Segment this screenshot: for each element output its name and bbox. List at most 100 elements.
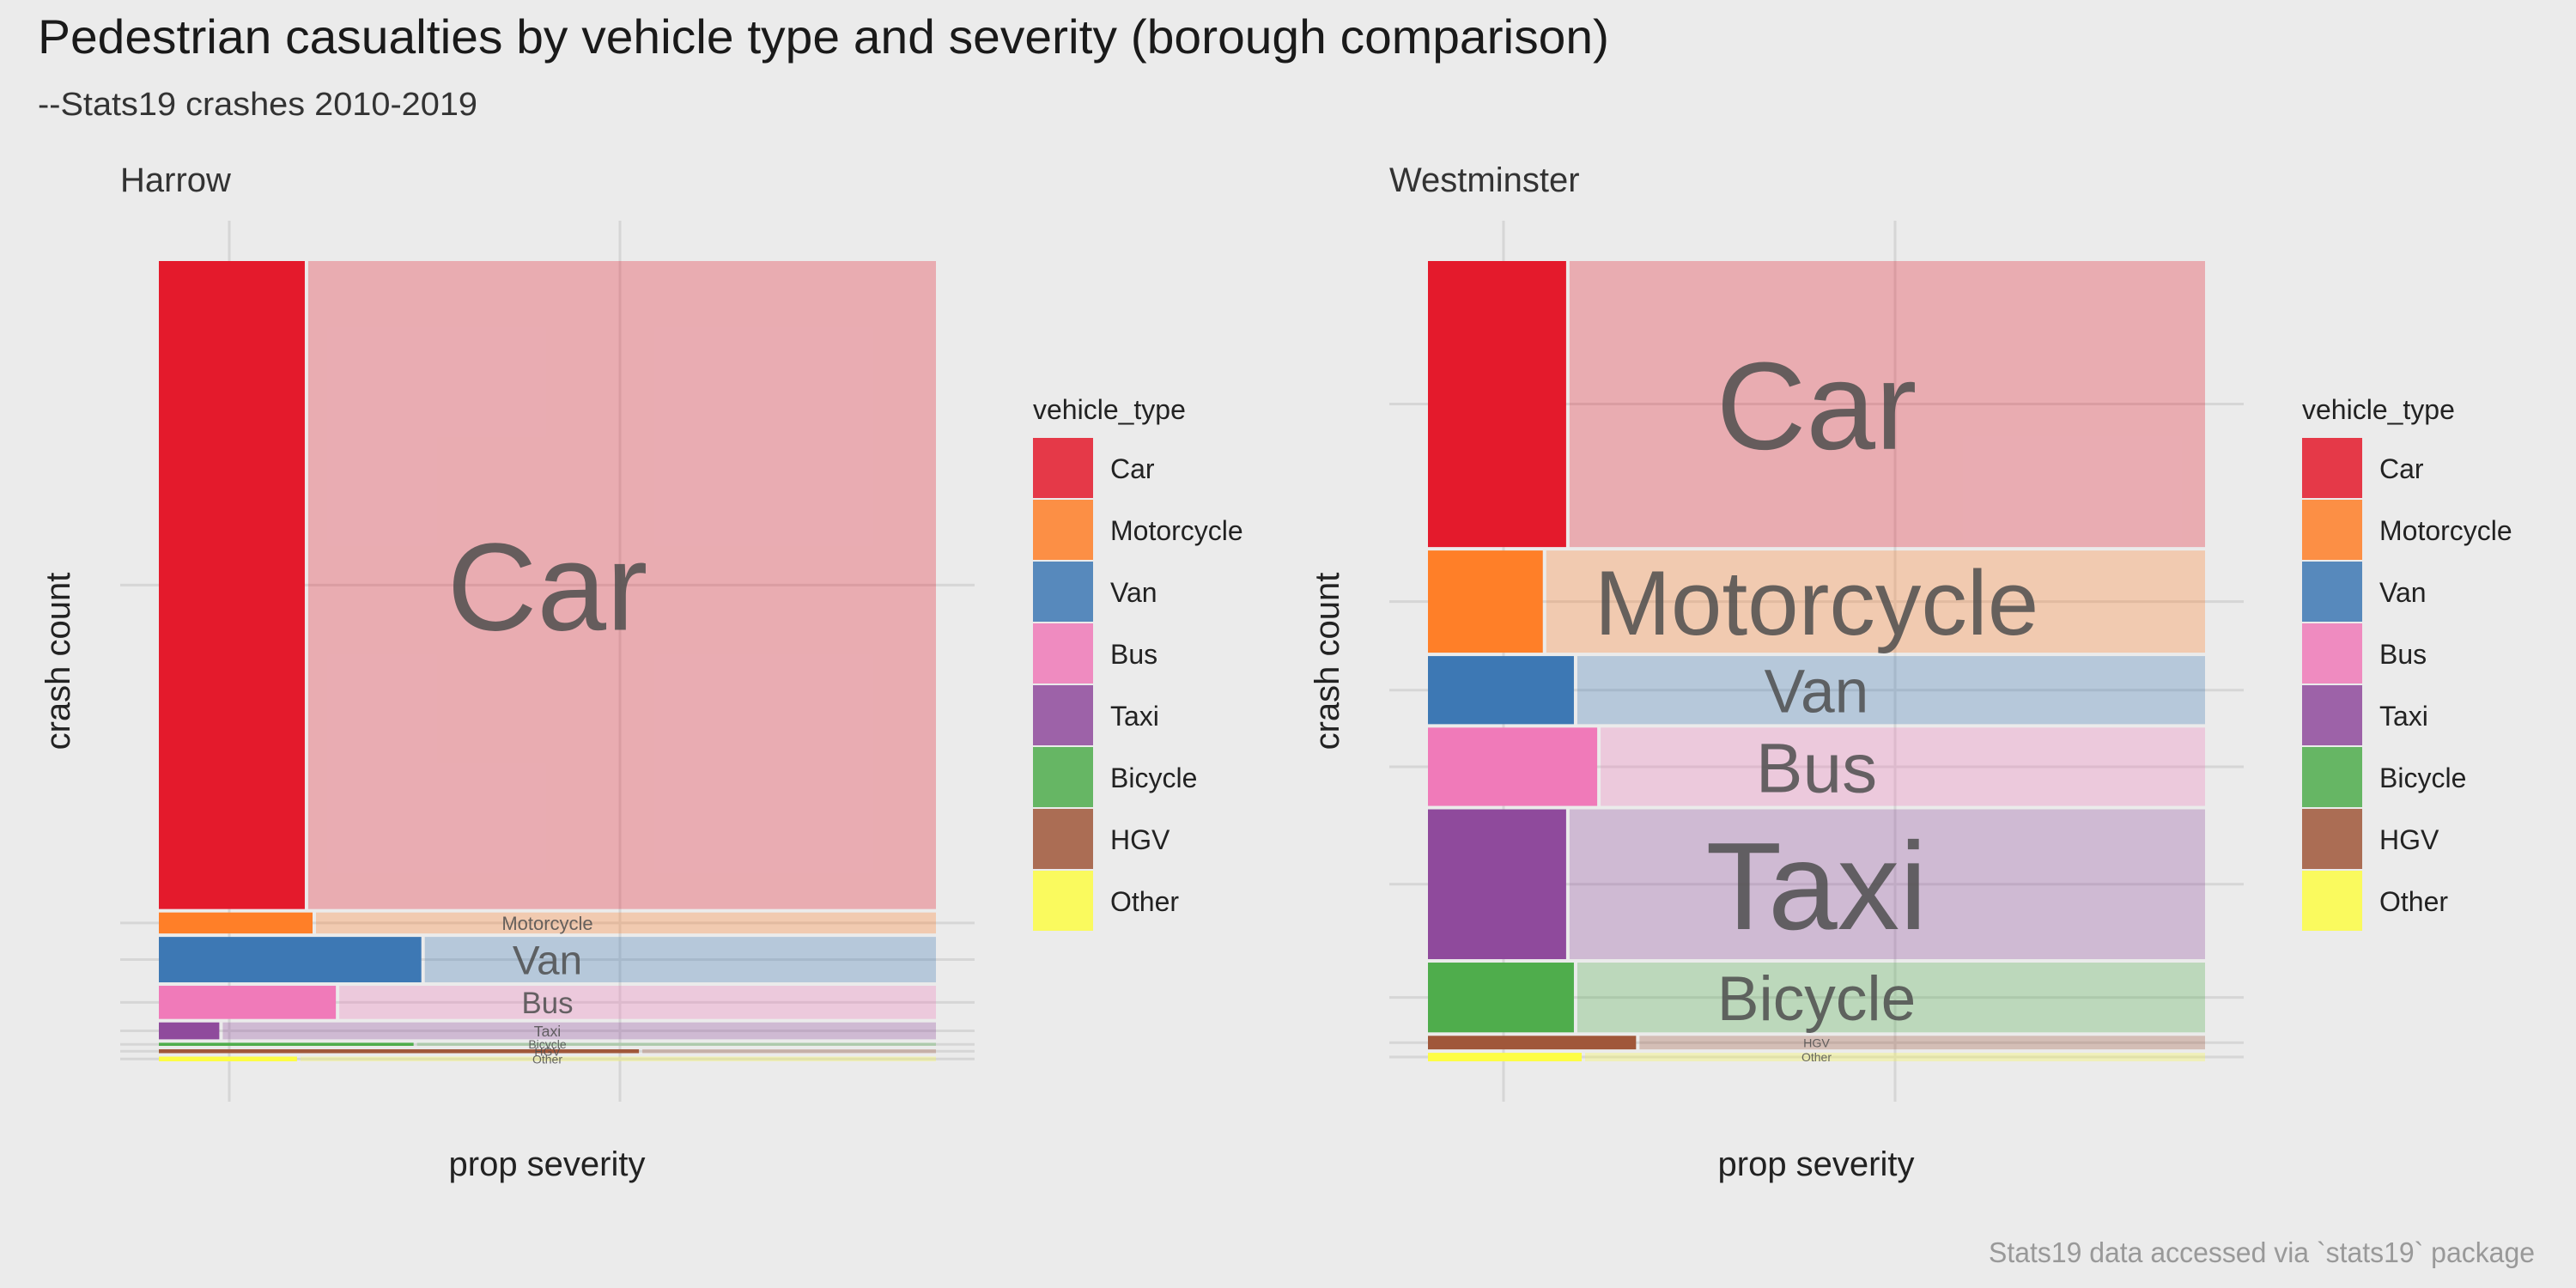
panel-harrow-tile-label-bus: Bus [522,987,574,1020]
panel-westminster-tile-bus: Bus [1428,727,2205,807]
panel-harrow-tile-label-hgv: HGV [534,1044,561,1058]
panel-westminster-legend: vehicle_type Car Motorcycle Van Bus Taxi Bicyc… [2302,394,2512,931]
panel-harrow-legend-label-car: Car [1110,453,1155,484]
panel-harrow-legend-swatch-van [1033,562,1093,622]
panel-westminster-bar-slight-other [1585,1053,2205,1061]
panel-westminster-tile-label-hgv: HGV [1803,1036,1830,1050]
panel-harrow-legend-label-bus: Bus [1110,639,1157,670]
panel-harrow-legend: vehicle_type Car Motorcycle Van Bus Taxi Bicyc… [1033,394,1243,931]
panel-harrow-legend-label-bicycle: Bicycle [1110,762,1197,793]
panel-harrow-tile-label-other: Other [532,1052,562,1066]
panel-westminster-legend-swatch-van [2302,562,2362,622]
panels: Harrow prop severity crash count Car Motorcy… [39,161,2512,1183]
panel-harrow-tile-van: Van [159,937,936,984]
panel-harrow-legend-swatch-other [1033,871,1093,931]
panel-westminster-legend-label-taxi: Taxi [2379,701,2428,732]
panel-westminster-legend-label-van: Van [2379,577,2427,608]
panel-westminster-tile-taxi: Taxi [1428,809,2205,960]
panel-westminster-legend-swatch-car [2302,438,2362,498]
panel-harrow-tile-bus: Bus [159,986,936,1020]
panel-harrow-bar-ksi-other [159,1056,297,1061]
panel-harrow-bar-ksi-motorcycle [159,912,313,934]
chart-subtitle: --Stats19 crashes 2010-2019 [38,87,477,123]
panel-westminster-bar-ksi-car [1428,261,1566,548]
panel-harrow-bar-slight-other [300,1056,936,1061]
panel-westminster-legend-label-bicycle: Bicycle [2379,762,2466,793]
panel-westminster-bar-ksi-bus [1428,727,1598,806]
panel-harrow-bar-ksi-taxi [159,1022,220,1040]
panel-westminster-tile-hgv: HGV [1428,1036,2205,1050]
panel-harrow-bar-ksi-car [159,261,305,909]
panel-westminster-tile-label-car: Car [1716,337,1917,476]
panel-westminster-tile-van: Van [1428,656,2205,726]
panel-westminster-tile-other: Other [1428,1050,2205,1064]
panel-westminster-x-axis-label: prop severity [1718,1145,1915,1183]
panel-harrow-title: Harrow [120,161,231,199]
panel-westminster-legend-label-other: Other [2379,886,2448,917]
panel-harrow-bar-slight-taxi [222,1022,936,1040]
panel-westminster-legend-swatch-hgv [2302,809,2362,869]
panel-harrow-bar-slight-van [424,937,936,983]
panel-harrow-tile-label-motorcycle: Motorcycle [501,913,592,934]
panel-westminster-title: Westminster [1389,161,1580,199]
panel-harrow-tile-label-car: Car [447,518,648,657]
chart-caption: Stats19 data accessed via `stats19` pack… [1989,1236,2535,1268]
panel-harrow-tile-label-van: Van [513,939,582,984]
panel-westminster-tile-bicycle: Bicycle [1428,963,2205,1034]
panel-westminster-legend-label-hgv: HGV [2379,824,2439,855]
panel-westminster-legend-swatch-taxi [2302,685,2362,745]
panel-harrow-legend-swatch-bus [1033,623,1093,683]
panel-harrow-legend-label-other: Other [1110,886,1179,917]
panel-westminster-legend-swatch-bus [2302,623,2362,683]
panel-harrow-tile-bicycle: Bicycle [159,1037,936,1051]
panel-westminster-bar-slight-bus [1601,727,2205,806]
panel-harrow-tile-car: Car [159,261,936,909]
panel-harrow-bar-slight-motorcycle [316,912,936,934]
panel-harrow-tile-label-bicycle: Bicycle [528,1037,567,1051]
panel-harrow-legend-label-motorcycle: Motorcycle [1110,515,1243,546]
panel-westminster-tile-label-taxi: Taxi [1706,817,1928,956]
panel-harrow: Harrow prop severity crash count Car Motorcy… [39,161,1243,1183]
panel-harrow-tile-hgv: HGV [159,1044,936,1058]
panel-westminster-legend-label-bus: Bus [2379,639,2427,670]
panel-harrow-bar-ksi-hgv [159,1048,640,1054]
panel-harrow-legend-title: vehicle_type [1033,394,1186,425]
panel-westminster-bar-slight-hgv [1639,1036,2205,1050]
panel-harrow-legend-swatch-motorcycle [1033,500,1093,560]
panel-westminster-bar-ksi-van [1428,656,1574,725]
panel-harrow-legend-swatch-hgv [1033,809,1093,869]
panel-westminster-bar-ksi-hgv [1428,1036,1637,1050]
panel-westminster-legend-label-car: Car [2379,453,2424,484]
panel-westminster-tile-label-bicycle: Bicycle [1717,964,1917,1034]
panel-harrow-bar-ksi-van [159,937,422,983]
panel-westminster-bar-ksi-bicycle [1428,963,1574,1033]
chart-title: Pedestrian casualties by vehicle type an… [38,9,1609,64]
panel-harrow-tile-label-taxi: Taxi [534,1023,562,1040]
panel-westminster-bar-slight-car [1569,261,2205,548]
panel-westminster-legend-swatch-motorcycle [2302,500,2362,560]
panel-westminster-y-axis-label: crash count [1309,573,1346,750]
panel-harrow-bar-ksi-bus [159,986,337,1019]
panel-westminster-legend-swatch-bicycle [2302,747,2362,807]
panel-westminster-legend-label-motorcycle: Motorcycle [2379,515,2512,546]
panel-westminster-bar-ksi-taxi [1428,809,1566,960]
panel-harrow-legend-swatch-taxi [1033,685,1093,745]
panel-harrow-tile-motorcycle: Motorcycle [159,912,936,934]
panel-westminster-bar-slight-taxi [1569,809,2205,960]
panel-harrow-legend-label-van: Van [1110,577,1157,608]
panel-westminster-tile-label-other: Other [1801,1050,1832,1064]
panel-westminster-legend-title: vehicle_type [2302,394,2455,425]
panel-westminster-bar-slight-van [1577,656,2205,725]
panel-harrow-legend-label-taxi: Taxi [1110,701,1159,732]
panel-harrow-bar-ksi-bicycle [159,1042,414,1046]
panel-westminster-tile-motorcycle: Motorcycle [1428,550,2205,654]
panel-westminster-legend-swatch-other [2302,871,2362,931]
panel-westminster-bar-slight-bicycle [1577,963,2205,1033]
panel-harrow-bar-slight-car [307,261,936,909]
panel-westminster-tile-car: Car [1428,261,2205,548]
panel-harrow-bar-slight-hgv [642,1048,936,1054]
panel-harrow-y-axis-label: crash count [39,573,77,750]
panel-harrow-x-axis-label: prop severity [449,1145,646,1183]
panel-westminster-tile-label-bus: Bus [1756,729,1877,807]
